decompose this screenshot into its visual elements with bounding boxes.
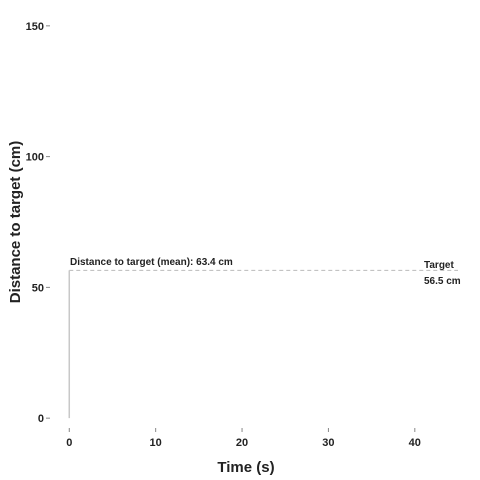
x-axis-title: Time (s) xyxy=(217,459,274,476)
y-tick-label: 100 xyxy=(26,152,44,164)
mean-distance-annotation: Distance to target (mean): 63.4 cm xyxy=(70,257,233,268)
y-axis: 0 50 100 150 xyxy=(26,21,50,425)
y-tick-label: 0 xyxy=(38,413,44,425)
x-tick-label: 10 xyxy=(150,437,162,449)
x-tick-label: 20 xyxy=(236,437,248,449)
y-axis-title: Distance to target (cm) xyxy=(7,141,24,304)
x-tick-label: 40 xyxy=(409,437,421,449)
target-annotation-value: 56.5 cm xyxy=(424,276,461,287)
y-tick-label: 50 xyxy=(32,282,44,294)
x-tick-label: 30 xyxy=(322,437,334,449)
y-tick-label: 150 xyxy=(26,21,44,33)
target-annotation-label: Target xyxy=(424,260,454,271)
x-tick-label: 0 xyxy=(66,437,72,449)
x-axis: 0 10 20 30 40 xyxy=(66,428,421,449)
